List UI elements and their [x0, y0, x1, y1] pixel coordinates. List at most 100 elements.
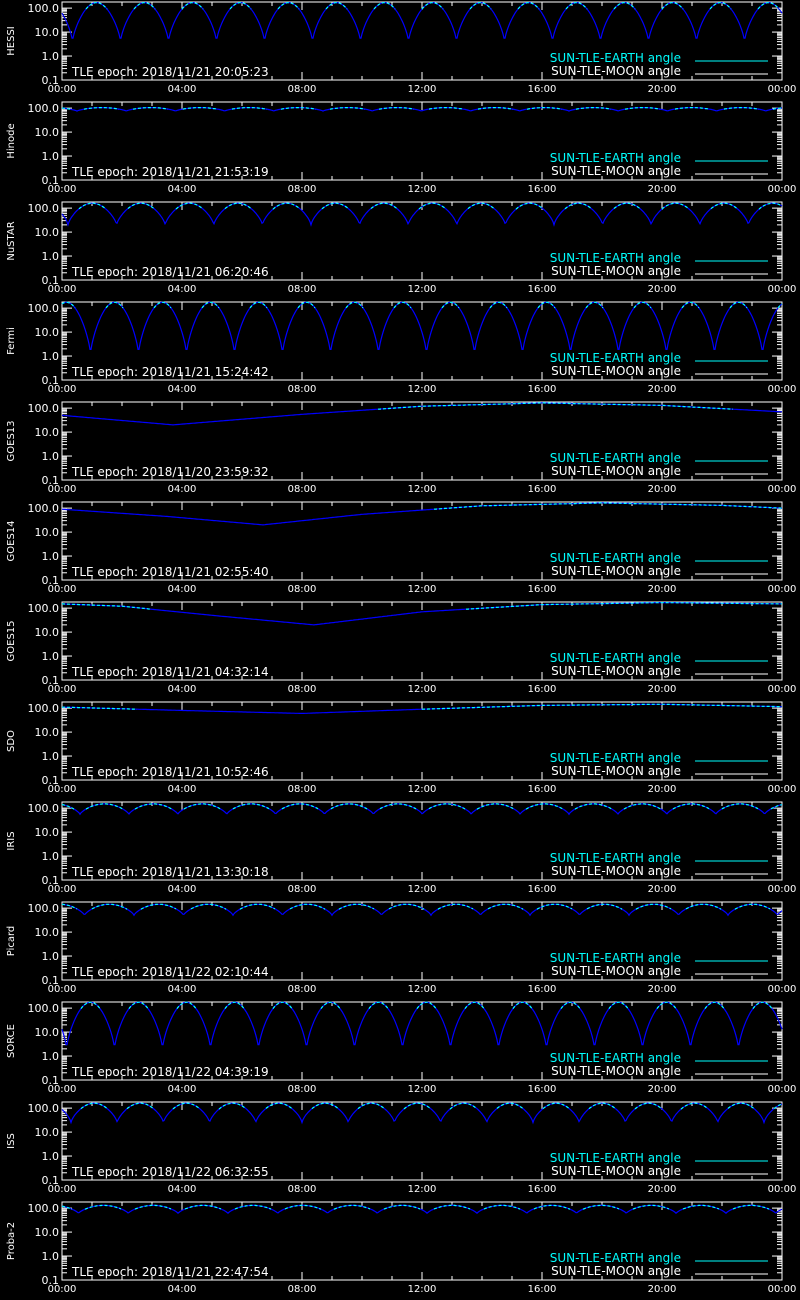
tle-epoch-label: TLE epoch: 2018/11/21 15:24:42: [71, 365, 269, 379]
satellite-label: Picard: [6, 926, 17, 957]
x-tick-label: 08:00: [288, 84, 317, 95]
x-tick-label: 20:00: [648, 184, 677, 195]
tle-epoch-label: TLE epoch: 2018/11/21 10:52:46: [71, 765, 269, 779]
earth-angle-highlight: [61, 803, 783, 810]
x-tick-label: 00:00: [48, 1184, 77, 1195]
legend-earth-label: SUN-TLE-EARTH angle: [550, 1051, 681, 1065]
y-tick-label: 0.1: [42, 674, 60, 687]
x-tick-label: 20:00: [648, 384, 677, 395]
x-tick-label: 12:00: [408, 984, 437, 995]
satellite-label: Proba-2: [6, 1222, 17, 1260]
y-tick-label: 0.1: [42, 574, 60, 587]
x-tick-label: 16:00: [528, 1084, 557, 1095]
y-tick-label: 1.0: [42, 850, 60, 863]
y-tick-label: 0.1: [42, 974, 60, 987]
y-tick-label: 100.0: [28, 202, 60, 215]
y-tick-label: 0.1: [42, 174, 60, 187]
y-tick-label: 100.0: [28, 2, 60, 15]
x-tick-label: 04:00: [168, 284, 197, 295]
x-tick-label: 12:00: [408, 284, 437, 295]
earth-angle-curve: [61, 502, 782, 526]
satellite-label: Fermi: [6, 327, 17, 355]
y-tick-label: 1.0: [42, 550, 60, 563]
satellite-label: GOES13: [6, 420, 17, 461]
y-tick-label: 10.0: [35, 1026, 60, 1039]
y-tick-label: 100.0: [28, 402, 60, 415]
earth-angle-curve: [61, 402, 782, 426]
satellite-label: IRIS: [6, 831, 17, 850]
x-tick-label: 16:00: [528, 884, 557, 895]
x-tick-label: 16:00: [528, 784, 557, 795]
y-tick-label: 0.1: [42, 474, 60, 487]
x-tick-label: 08:00: [288, 1084, 317, 1095]
earth-angle-highlight: [433, 502, 782, 510]
x-tick-label: 16:00: [528, 384, 557, 395]
y-tick-label: 0.1: [42, 1274, 60, 1287]
y-tick-label: 10.0: [35, 426, 60, 439]
x-tick-label: 00:00: [768, 984, 797, 995]
x-tick-label: 04:00: [168, 684, 197, 695]
x-tick-label: 00:00: [48, 984, 77, 995]
y-tick-label: 10.0: [35, 526, 60, 539]
x-tick-label: 20:00: [648, 684, 677, 695]
earth-angle-highlight: [61, 1204, 770, 1210]
satellite-label: SORCE: [6, 1024, 17, 1058]
tle-epoch-label: TLE epoch: 2018/11/21 21:53:19: [71, 165, 269, 179]
y-tick-label: 10.0: [35, 326, 60, 339]
legend-earth-label: SUN-TLE-EARTH angle: [550, 851, 681, 865]
y-tick-label: 0.1: [42, 1174, 60, 1187]
x-tick-label: 00:00: [768, 1184, 797, 1195]
x-tick-label: 20:00: [648, 484, 677, 495]
legend-earth-label: SUN-TLE-EARTH angle: [550, 151, 681, 165]
tle-epoch-label: TLE epoch: 2018/11/21 20:05:23: [71, 65, 269, 79]
x-tick-label: 00:00: [768, 284, 797, 295]
x-tick-label: 04:00: [168, 884, 197, 895]
y-tick-label: 1.0: [42, 950, 60, 963]
x-tick-label: 00:00: [768, 684, 797, 695]
x-tick-label: 20:00: [648, 984, 677, 995]
y-tick-label: 10.0: [35, 726, 60, 739]
x-tick-label: 00:00: [768, 84, 797, 95]
tle-epoch-label: TLE epoch: 2018/11/21 02:55:40: [71, 565, 269, 579]
x-tick-label: 20:00: [648, 1184, 677, 1195]
legend-moon-label: SUN-TLE-MOON angle: [551, 464, 681, 478]
legend-moon-label: SUN-TLE-MOON angle: [551, 64, 681, 78]
y-tick-label: 1.0: [42, 650, 60, 663]
x-tick-label: 12:00: [408, 184, 437, 195]
earth-angle-curve: [61, 1204, 783, 1215]
y-tick-label: 100.0: [28, 602, 60, 615]
x-tick-label: 08:00: [288, 484, 317, 495]
y-tick-label: 1.0: [42, 50, 60, 63]
y-tick-label: 1.0: [42, 1250, 60, 1263]
y-tick-label: 100.0: [28, 1102, 60, 1115]
y-tick-label: 0.1: [42, 374, 60, 387]
tle-epoch-label: TLE epoch: 2018/11/22 02:10:44: [71, 965, 269, 979]
x-tick-label: 04:00: [168, 1084, 197, 1095]
y-tick-label: 100.0: [28, 502, 60, 515]
x-tick-label: 04:00: [168, 184, 197, 195]
x-tick-label: 00:00: [768, 484, 797, 495]
x-tick-label: 08:00: [288, 184, 317, 195]
legend-earth-label: SUN-TLE-EARTH angle: [550, 1251, 681, 1265]
tle-epoch-label: TLE epoch: 2018/11/21 06:20:46: [71, 265, 269, 279]
y-tick-label: 100.0: [28, 302, 60, 315]
legend-earth-label: SUN-TLE-EARTH angle: [550, 51, 681, 65]
y-tick-label: 0.1: [42, 1074, 60, 1087]
earth-angle-highlight: [85, 2, 780, 10]
x-tick-label: 12:00: [408, 84, 437, 95]
x-tick-label: 00:00: [48, 184, 77, 195]
x-tick-label: 08:00: [288, 1184, 317, 1195]
y-tick-label: 10.0: [35, 1126, 60, 1139]
x-tick-label: 12:00: [408, 784, 437, 795]
y-tick-label: 100.0: [28, 1002, 60, 1015]
y-tick-label: 1.0: [42, 350, 60, 363]
earth-angle-highlight: [61, 107, 782, 110]
y-tick-label: 1.0: [42, 250, 60, 263]
x-tick-label: 16:00: [528, 484, 557, 495]
y-tick-label: 10.0: [35, 126, 60, 139]
x-tick-label: 00:00: [48, 1084, 77, 1095]
legend-earth-label: SUN-TLE-EARTH angle: [550, 751, 681, 765]
legend-earth-label: SUN-TLE-EARTH angle: [550, 951, 681, 965]
satellite-label: ISS: [6, 1133, 17, 1149]
legend-moon-label: SUN-TLE-MOON angle: [551, 864, 681, 878]
